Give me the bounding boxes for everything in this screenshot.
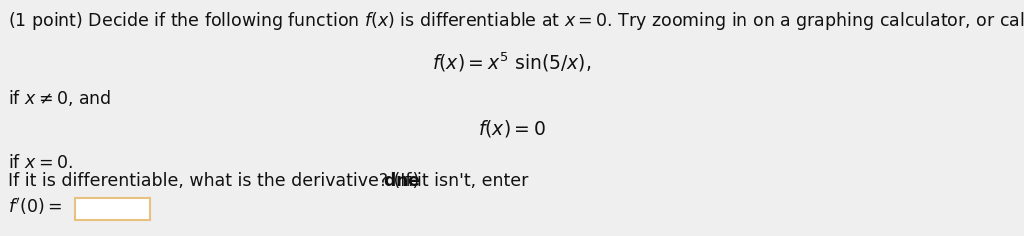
Text: (1 point) Decide if the following function $f(x)$ is differentiable at $x = 0$. : (1 point) Decide if the following functi… (8, 10, 1024, 33)
FancyBboxPatch shape (75, 198, 150, 220)
Text: .): .) (407, 172, 419, 190)
Text: $f(x) = x^5\ \mathrm{sin}(5/x),$: $f(x) = x^5\ \mathrm{sin}(5/x),$ (432, 50, 592, 73)
Text: if $x = 0$.: if $x = 0$. (8, 154, 73, 172)
Text: $\mathbf{dne}$: $\mathbf{dne}$ (383, 172, 421, 190)
Text: $f'(0) =$: $f'(0) =$ (8, 196, 62, 217)
Text: If it is differentiable, what is the derivative? (If it isn't, enter: If it is differentiable, what is the der… (8, 172, 534, 190)
Text: if $x \neq 0$, and: if $x \neq 0$, and (8, 88, 112, 108)
Text: $f(x) = 0$: $f(x) = 0$ (478, 118, 546, 139)
